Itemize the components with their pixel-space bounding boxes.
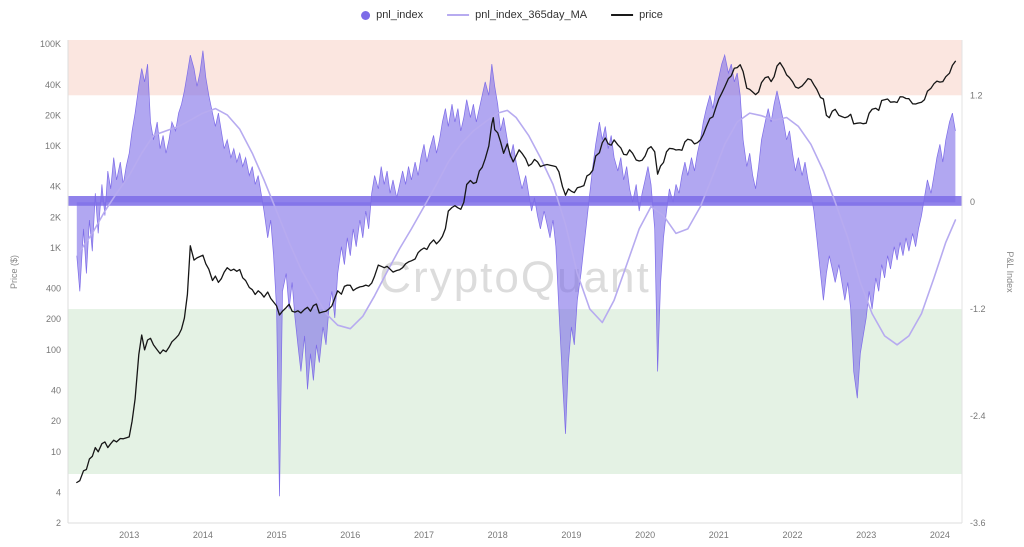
legend-dot-icon [361,10,371,20]
series-outline-pnl_index [76,50,956,497]
x-axis-tick-label: 2019 [561,530,581,540]
x-axis-tick-label: 2023 [856,530,876,540]
background-band-2 [68,309,962,474]
background-band-0 [68,40,962,96]
x-axis-tick-label: 2024 [930,530,950,540]
right-axis-title: P&L Index [1005,251,1015,293]
left-axis-title: Price ($) [9,254,19,290]
left-axis-tick-label: 10 [51,447,61,457]
left-axis-tick-label: 2 [56,518,61,528]
x-axis-tick-label: 2014 [193,530,213,540]
left-axis-tick-label: 2K [50,212,61,222]
left-axis-tick-label: 4K [50,182,61,192]
chart-legend: pnl_index pnl_index_365day_MA price [361,9,663,21]
legend-item-price[interactable]: price [611,9,663,21]
left-axis-tick-label: 400 [46,284,61,294]
x-axis-tick-label: 2016 [340,530,360,540]
left-axis-tick-label: 4 [56,487,61,497]
legend-item-pnl-index[interactable]: pnl_index [361,9,423,21]
left-axis-tick-label: 40K [45,80,61,90]
legend-label-pnl-index: pnl_index [376,9,424,21]
legend-label-pnl-index-365day-ma: pnl_index_365day_MA [475,9,588,21]
left-axis-tick-label: 40 [51,385,61,395]
right-axis-tick-label: -2.4 [970,411,986,421]
right-axis-tick-label: -1.2 [970,304,986,314]
left-axis-tick-label: 100K [40,39,61,49]
left-axis-tick-label: 1K [50,243,61,253]
legend-line-icon [611,14,634,16]
x-axis-tick-label: 2022 [782,530,802,540]
right-axis-tick-label: 0 [970,197,975,207]
x-axis-tick-label: 2015 [267,530,287,540]
left-axis-tick-label: 20K [45,110,61,120]
left-axis-tick-label: 200 [46,314,61,324]
x-axis-tick-label: 2020 [635,530,655,540]
watermark: CryptoQuant [379,253,650,302]
left-axis-tick-label: 20 [51,416,61,426]
series-line-pnl_index_365day_MA [79,107,957,346]
x-axis-tick-label: 2013 [119,530,139,540]
legend-item-pnl-index-365day-ma[interactable]: pnl_index_365day_MA [447,9,587,21]
series-line-price [76,60,957,484]
series-group [76,50,957,497]
x-axis-tick-label: 2018 [488,530,508,540]
legend-line-icon [447,14,470,16]
x-axis-tick-label: 2021 [709,530,729,540]
left-axis-tick-label: 100 [46,345,61,355]
series-area-pnl_index [76,50,956,497]
legend-label-price: price [639,9,663,21]
left-axis-tick-label: 10K [45,141,61,151]
x-axis-tick-label: 2017 [414,530,434,540]
right-axis-tick-label: -3.6 [970,518,986,528]
right-axis-tick-label: 1.2 [970,90,983,100]
